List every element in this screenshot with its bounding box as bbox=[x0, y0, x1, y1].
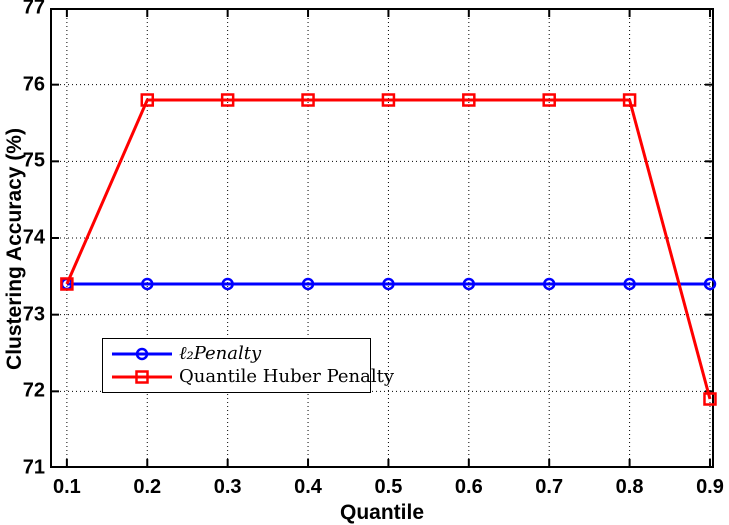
y-tick-label: 71 bbox=[22, 456, 45, 479]
plot-area bbox=[50, 8, 717, 468]
y-tick-label: 76 bbox=[22, 73, 45, 96]
data-point-marker-1 bbox=[301, 93, 315, 107]
x-tick-label: 0.7 bbox=[535, 476, 564, 498]
x-tick-label: 0.6 bbox=[454, 476, 483, 498]
series-line-1 bbox=[65, 98, 712, 400]
x-tick-label: 0.4 bbox=[294, 476, 322, 498]
data-point-marker-1 bbox=[462, 93, 476, 107]
y-tick-label: 77 bbox=[22, 0, 45, 19]
legend-label: ℓ₂Penalty bbox=[179, 342, 262, 364]
y-tick-label: 74 bbox=[22, 226, 45, 249]
x-tick-label: 0.1 bbox=[52, 476, 81, 498]
legend-label: Quantile Huber Penalty bbox=[179, 366, 395, 388]
legend-sample-marker bbox=[135, 347, 149, 360]
data-point-marker-0 bbox=[382, 277, 395, 291]
data-point-marker-1 bbox=[703, 392, 717, 406]
x-tick-label: 0.3 bbox=[213, 476, 242, 498]
axes-border bbox=[50, 8, 714, 468]
data-point-marker-1 bbox=[140, 93, 155, 107]
data-point-marker-0 bbox=[301, 277, 315, 291]
data-point-marker-0 bbox=[462, 277, 476, 291]
data-point-marker-1 bbox=[381, 93, 396, 107]
x-tick-label: 0.5 bbox=[374, 476, 403, 498]
legend: ℓ₂Penalty Quantile Huber Penalty bbox=[102, 338, 394, 393]
legend-entry-quantile-huber: Quantile Huber Penalty bbox=[103, 368, 394, 386]
y-tick-label: 72 bbox=[22, 379, 45, 402]
legend-sample-line-circle bbox=[112, 347, 172, 360]
legend-sample-line-square bbox=[112, 370, 172, 385]
data-point-marker-1 bbox=[622, 93, 637, 107]
y-tick-label: 73 bbox=[22, 303, 45, 326]
legend-sample-marker bbox=[135, 370, 149, 385]
data-point-marker-1 bbox=[542, 93, 556, 107]
data-point-marker-1 bbox=[220, 93, 235, 107]
data-point-marker-0 bbox=[221, 277, 234, 291]
x-tick-label: 0.8 bbox=[615, 476, 644, 498]
data-point-marker-0 bbox=[703, 277, 717, 291]
x-axis-label: Quantile bbox=[339, 501, 424, 524]
data-point-marker-0 bbox=[141, 277, 154, 291]
x-tick-label: 0.9 bbox=[696, 476, 724, 498]
data-point-marker-1 bbox=[60, 277, 74, 291]
data-point-marker-0 bbox=[542, 277, 556, 291]
data-point-marker-0 bbox=[623, 277, 636, 291]
legend-entry-l2-penalty: ℓ₂Penalty bbox=[103, 342, 370, 364]
y-tick-label: 75 bbox=[22, 149, 45, 172]
x-tick-label: 0.2 bbox=[133, 476, 162, 498]
